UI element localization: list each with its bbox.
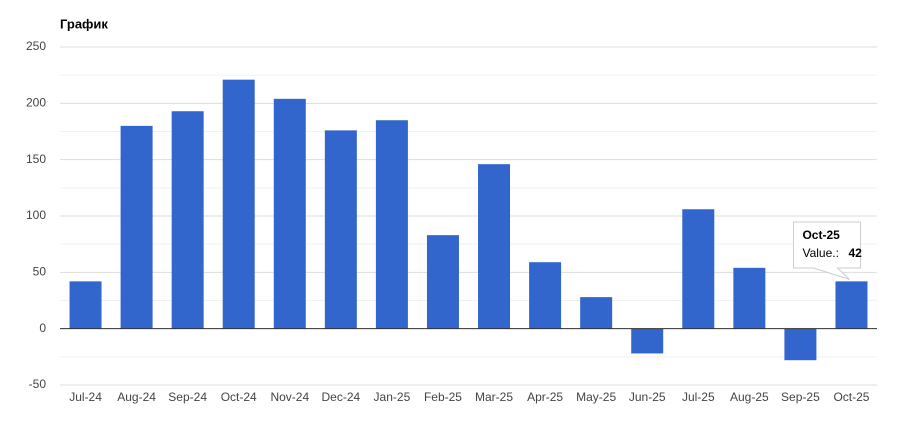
bar: [478, 164, 511, 329]
tooltip-category: Oct-25: [802, 228, 840, 242]
bar: [529, 262, 562, 329]
y-tick-label: 200: [26, 96, 46, 110]
x-tick-label: Dec-24: [322, 390, 361, 404]
x-tick-label: Mar-25: [475, 390, 513, 404]
bar: [784, 328, 817, 361]
tooltip-value: 42: [848, 246, 862, 260]
bar: [120, 125, 153, 329]
bar: [733, 267, 766, 329]
bar: [426, 235, 459, 329]
x-tick-label: Aug-24: [117, 390, 156, 404]
x-tick-label: Oct-24: [221, 390, 257, 404]
chart-title: График: [60, 16, 108, 31]
tooltip: Oct-25 Value.: 42: [792, 221, 862, 280]
y-tick-label: -50: [29, 377, 47, 391]
tooltip-box: [792, 221, 861, 280]
x-tick-label: May-25: [576, 390, 616, 404]
y-tick-label: 50: [33, 265, 47, 279]
bar: [222, 79, 255, 329]
tooltip-label: Value.:: [802, 246, 838, 260]
y-tick-label: 0: [39, 321, 46, 335]
y-tick-label: 150: [26, 152, 46, 166]
bar: [631, 328, 664, 354]
x-tick-label: Oct-25: [833, 390, 869, 404]
x-tick-label: Jul-25: [682, 390, 715, 404]
bar: [273, 98, 306, 329]
x-tick-label: Sep-25: [781, 390, 820, 404]
x-tick-label: Jan-25: [374, 390, 411, 404]
x-tick-label: Jul-24: [69, 390, 102, 404]
x-tick-label: Nov-24: [270, 390, 309, 404]
x-tick-label: Aug-25: [730, 390, 769, 404]
bar: [835, 281, 868, 329]
bar: [375, 120, 408, 329]
y-tick-label: 100: [26, 208, 46, 222]
bar: [580, 297, 613, 329]
bar: [682, 209, 715, 329]
y-tick-label: 250: [26, 39, 46, 53]
x-tick-label: Feb-25: [424, 390, 462, 404]
x-tick-label: Jun-25: [629, 390, 666, 404]
bar: [171, 111, 204, 329]
x-tick-label: Apr-25: [527, 390, 563, 404]
bar: [324, 130, 357, 329]
bar: [69, 281, 102, 329]
x-tick-label: Sep-24: [168, 390, 207, 404]
